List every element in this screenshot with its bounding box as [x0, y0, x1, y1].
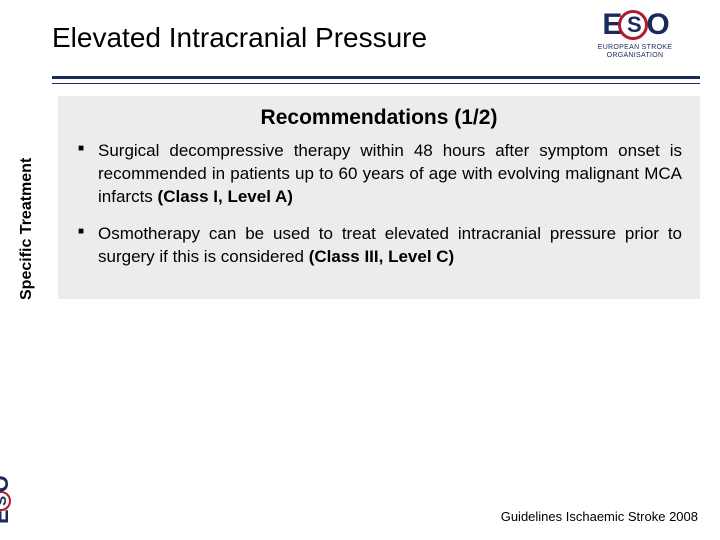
header-row: Elevated Intracranial Pressure E S O EUR…: [52, 8, 700, 70]
eso-logo-side: E S O: [0, 476, 14, 524]
sidebar-section-label: Specific Treatment: [18, 158, 36, 300]
bullet-list: Surgical decompressive therapy within 48…: [76, 140, 682, 269]
eso-logo-letters: E S O: [602, 8, 667, 42]
list-item: Osmotherapy can be used to treat elevate…: [76, 223, 682, 269]
eso-side-s-circle-icon: S: [0, 491, 11, 511]
list-item: Surgical decompressive therapy within 48…: [76, 140, 682, 209]
title-underline-rule: [52, 76, 700, 84]
eso-letter-s-circle-icon: S: [618, 10, 648, 40]
eso-letter-o: O: [646, 8, 667, 42]
eso-logo-top: E S O EUROPEAN STROKE ORGANISATION: [570, 8, 700, 70]
footer-text: Guidelines Ischaemic Stroke 2008: [501, 509, 698, 524]
eso-logo-side-letters: E S O: [0, 476, 14, 524]
evidence-class: (Class I, Level A): [158, 187, 293, 206]
slide-container: Elevated Intracranial Pressure E S O EUR…: [0, 0, 720, 540]
eso-logo-subtitle: EUROPEAN STROKE ORGANISATION: [570, 44, 700, 59]
evidence-class: (Class III, Level C): [309, 247, 455, 266]
eso-logo-mark: E S O: [570, 8, 700, 42]
slide-title: Elevated Intracranial Pressure: [52, 8, 427, 54]
content-area: Recommendations (1/2) Surgical decompres…: [58, 96, 700, 299]
recommendations-box: Recommendations (1/2) Surgical decompres…: [58, 96, 700, 299]
box-title: Recommendations (1/2): [76, 106, 682, 130]
